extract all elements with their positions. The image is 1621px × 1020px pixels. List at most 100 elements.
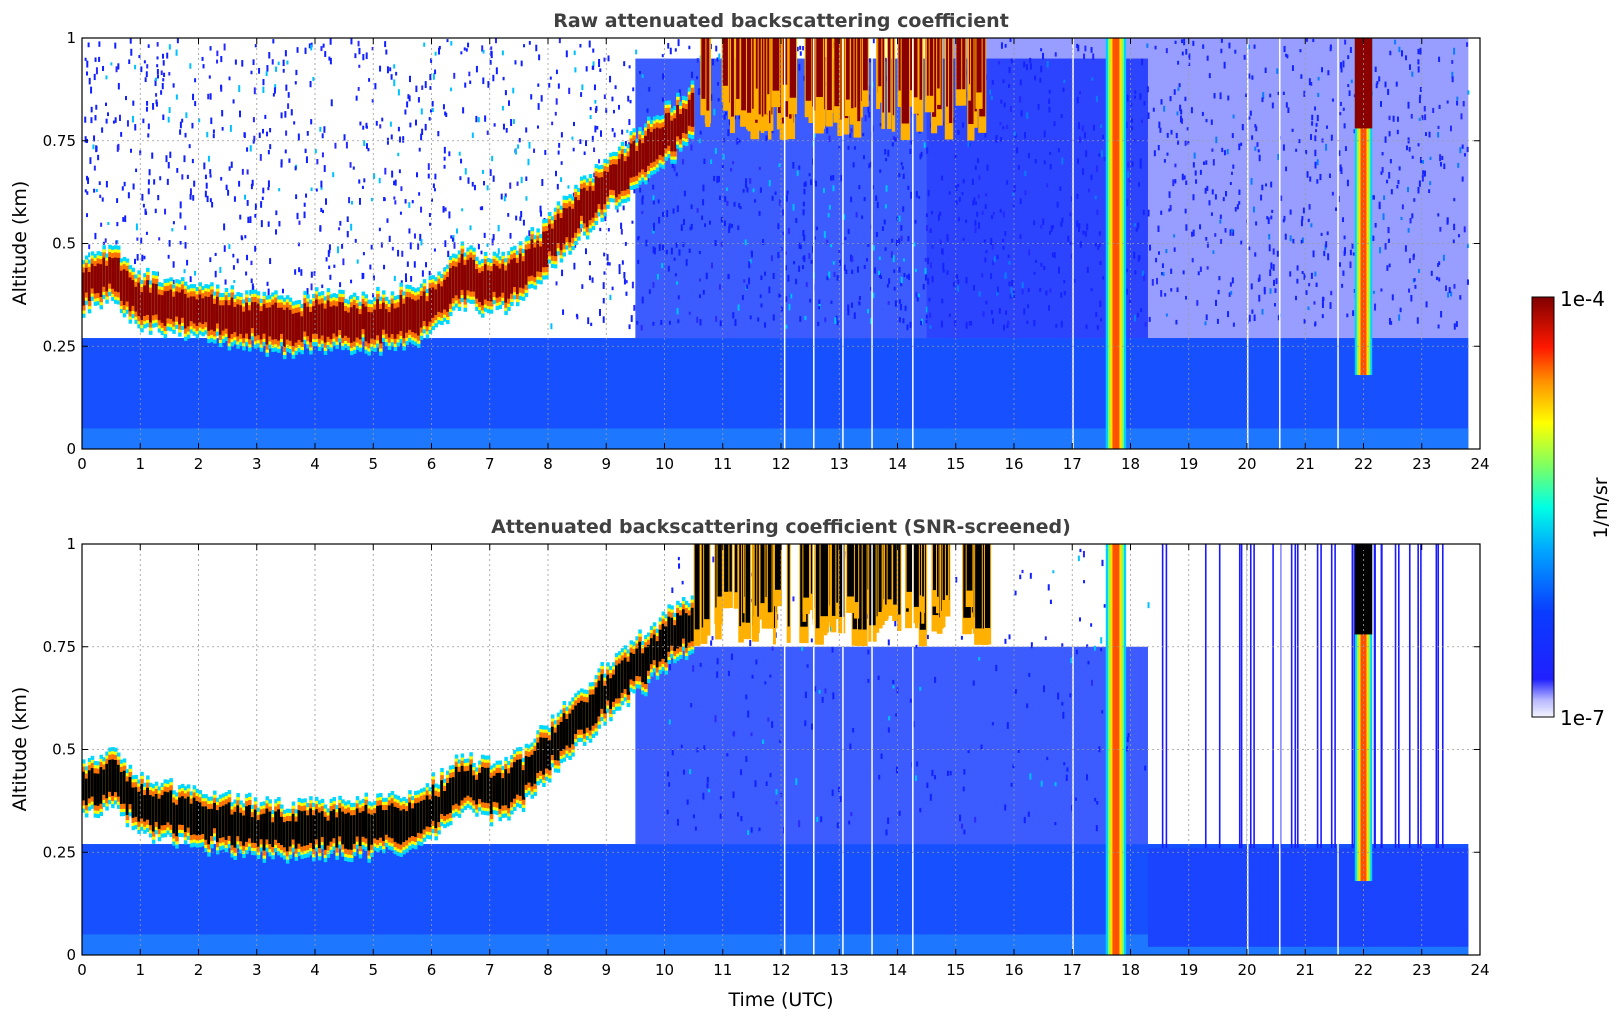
boundary-layer-cell: [312, 306, 316, 334]
noise-pixel: [589, 115, 592, 120]
noise-pixel: [438, 47, 441, 55]
noise-pixel: [212, 133, 215, 139]
noise-pixel: [750, 250, 753, 255]
boundary-layer-cell: [387, 312, 392, 338]
noise-pixel: [1289, 271, 1292, 277]
noise-pixel: [1049, 151, 1052, 155]
noise-pixel: [1090, 47, 1093, 53]
noise-pixel: [156, 56, 159, 60]
noise-pixel: [1210, 212, 1213, 216]
noise-pixel: [380, 242, 383, 248]
boundary-layer-cell: [609, 678, 613, 709]
noise-pixel: [641, 210, 644, 215]
screened-streak: [1353, 544, 1356, 849]
screened-streak: [1253, 544, 1255, 849]
noise-pixel: [421, 128, 424, 135]
noise-pixel: [1277, 153, 1280, 160]
noise-pixel: [883, 219, 886, 225]
boundary-layer-cell: [597, 680, 602, 717]
noise-pixel: [974, 816, 977, 823]
noise-pixel: [1081, 125, 1084, 132]
boundary-layer-cell: [108, 257, 112, 284]
boundary-layer-cell: [309, 311, 313, 343]
boundary-layer-cell: [169, 790, 173, 825]
noise-pixel: [432, 183, 435, 189]
noise-pixel: [827, 213, 830, 218]
x-tick-label: 21: [1296, 961, 1315, 979]
noise-pixel: [898, 215, 901, 222]
boundary-layer-cell: [676, 613, 680, 649]
noise-pixel: [88, 244, 91, 250]
boundary-layer-cell: [562, 713, 567, 750]
noise-pixel: [1004, 804, 1007, 811]
noise-pixel: [250, 183, 253, 190]
noise-pixel: [864, 115, 867, 122]
noise-pixel: [1294, 295, 1297, 301]
noise-pixel: [750, 732, 753, 737]
noise-pixel: [482, 77, 485, 85]
noise-pixel: [128, 59, 131, 65]
noise-pixel: [161, 53, 164, 59]
noise-pixel: [606, 254, 609, 261]
boundary-layer-cell: [294, 312, 299, 343]
noise-pixel: [985, 300, 988, 305]
noise-pixel: [135, 223, 138, 231]
boundary-layer-cell: [140, 292, 144, 321]
boundary-layer-cell: [521, 770, 526, 800]
noise-pixel: [925, 314, 928, 319]
noise-pixel: [1043, 265, 1046, 271]
noise-pixel: [898, 810, 901, 816]
noise-pixel: [1157, 144, 1160, 151]
x-tick-label: 14: [888, 961, 907, 979]
noise-pixel: [1100, 637, 1103, 644]
noise-pixel: [849, 254, 852, 262]
noise-pixel: [1101, 710, 1104, 714]
boundary-layer-cell: [644, 135, 648, 173]
noise-pixel: [1078, 617, 1081, 622]
noise-pixel: [942, 263, 945, 270]
screened-streak: [1330, 544, 1333, 849]
noise-pixel: [821, 696, 824, 703]
noise-pixel: [98, 41, 101, 47]
boundary-layer-cell: [175, 291, 179, 317]
noise-pixel: [768, 179, 771, 187]
boundary-layer-cell: [381, 302, 386, 330]
noise-pixel: [828, 204, 831, 210]
noise-pixel: [1386, 265, 1389, 271]
noise-pixel: [652, 195, 655, 201]
boundary-layer-cell: [443, 279, 447, 310]
boundary-layer-cell: [399, 294, 403, 331]
boundary-layer-cell: [542, 231, 546, 268]
noise-pixel: [1282, 91, 1285, 95]
noise-pixel: [920, 320, 923, 326]
noise-pixel: [968, 142, 971, 147]
noise-pixel: [639, 70, 642, 75]
noise-pixel: [1017, 165, 1020, 170]
noise-pixel: [1253, 314, 1256, 322]
noise-pixel: [990, 273, 993, 279]
noise-pixel: [320, 207, 323, 213]
noise-pixel: [1241, 124, 1244, 131]
noise-pixel: [1082, 168, 1085, 175]
noise-pixel: [784, 251, 787, 255]
noise-pixel: [787, 227, 790, 235]
noise-pixel: [717, 175, 720, 182]
boundary-layer-cell: [178, 292, 182, 325]
noise-pixel: [1306, 171, 1309, 178]
noise-pixel: [266, 65, 269, 72]
noise-pixel: [1419, 157, 1422, 164]
boundary-layer-cell: [390, 303, 395, 335]
boundary-layer-cell: [221, 805, 226, 838]
noise-pixel: [730, 167, 733, 172]
noise-pixel: [371, 47, 374, 51]
noise-pixel: [134, 64, 137, 70]
noise-pixel: [592, 48, 595, 53]
boundary-layer-cell: [379, 308, 383, 344]
boundary-layer-cell: [326, 300, 331, 337]
noise-pixel: [504, 193, 507, 198]
noise-pixel: [345, 141, 348, 149]
screened-streak: [1165, 544, 1168, 849]
noise-pixel: [1017, 749, 1020, 753]
noise-pixel: [309, 80, 312, 88]
noise-pixel: [1263, 289, 1266, 295]
